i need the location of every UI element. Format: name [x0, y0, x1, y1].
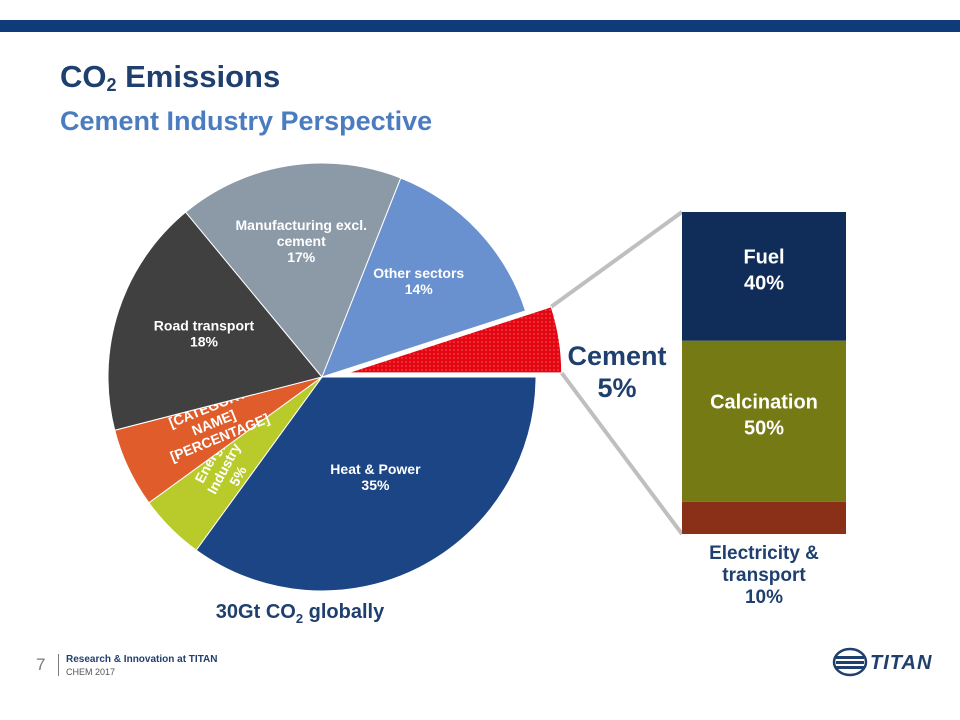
logo-text: TITAN — [870, 652, 933, 674]
pie-slice-road-transport — [107, 211, 323, 431]
bar-label-2: Electricity & transport 10% — [709, 543, 819, 608]
page-subtitle: Cement Industry Perspective — [60, 106, 433, 136]
pie-label-4: Manufacturing excl. cement 17% — [236, 217, 367, 265]
stacked-bar: Fuel 40% Calcination 50% Electricity & transp… — [682, 212, 846, 608]
page-number: 7 — [36, 655, 46, 674]
pie-slice-cement — [347, 306, 563, 374]
bar-segment-electricity-transport — [682, 501, 846, 534]
bar-label-0: Fuel 40% — [743, 246, 784, 294]
zoom-line-top — [550, 210, 684, 309]
bar-segment-calcination — [682, 340, 846, 502]
pie-label-3: Road transport 18% — [154, 318, 255, 350]
pie-caption: 30Gt CO2 globally — [216, 601, 385, 626]
footer-divider — [58, 654, 59, 676]
titan-logo-icon — [832, 647, 868, 677]
pie-label-5: Other sectors 14% — [373, 265, 464, 297]
pie-slice-other-sectors — [321, 177, 527, 378]
zoom-line-bottom — [560, 371, 684, 536]
page-title: CO2 Emissions — [60, 59, 281, 95]
footer-subtitle: CHEM 2017 — [66, 667, 116, 677]
pie-slice-heat-power — [195, 376, 537, 592]
pie-label-0: Heat & Power 35% — [330, 461, 421, 493]
pie-chart: Heat & Power 35%EnergyIndustry5%[CATEGORY… — [107, 162, 667, 592]
pie-slice-manufacturing-excl-cement — [184, 162, 402, 378]
footer-title: Research & Innovation at TITAN — [66, 654, 218, 665]
zoom-connector-lines — [550, 210, 684, 536]
pie-label-cement: Cement 5% — [567, 341, 666, 403]
bar-segment-fuel — [682, 212, 846, 341]
bar-label-1: Calcination 50% — [710, 391, 818, 439]
top-banner — [0, 20, 960, 32]
